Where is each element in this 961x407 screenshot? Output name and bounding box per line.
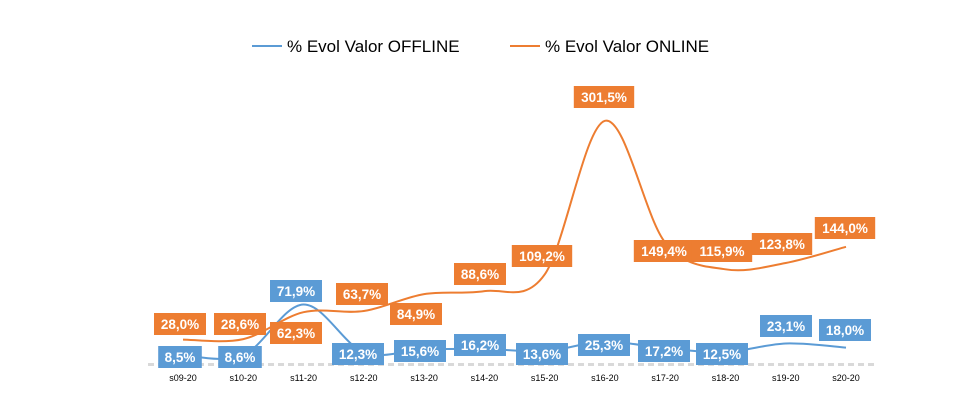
data-label-text: 84,9% xyxy=(397,307,435,322)
data-label-box xyxy=(511,245,573,267)
data-label-text: 71,9% xyxy=(277,284,315,299)
x-axis-ticks: s09-20 s10-20 s11-20 s12-20 s13-20 s14-20 s15-… xyxy=(169,373,860,383)
data-label-box xyxy=(696,343,748,365)
data-label-box xyxy=(218,346,262,368)
data-label-box xyxy=(332,343,384,365)
x-tick-label: s11-20 xyxy=(290,373,317,383)
data-label-text: 123,8% xyxy=(759,237,805,252)
data-label-text: 13,6% xyxy=(523,347,561,362)
data-label-text: 28,0% xyxy=(161,317,199,332)
data-label-text: 63,7% xyxy=(343,287,381,302)
data-label-online: 109,2% xyxy=(511,245,573,267)
data-label-online: 28,6% xyxy=(214,313,266,335)
data-label-offline: 17,2% xyxy=(638,340,690,362)
data-label-offline: 8,5% xyxy=(158,346,202,368)
data-label-text: 15,6% xyxy=(401,344,439,359)
data-label-box xyxy=(638,340,690,362)
data-label-text: 301,5% xyxy=(581,90,627,105)
data-label-online: 149,4% xyxy=(633,240,695,262)
data-label-offline: 8,6% xyxy=(218,346,262,368)
data-label-text: 144,0% xyxy=(822,221,868,236)
data-label-box xyxy=(751,233,813,255)
x-tick-label: s13-20 xyxy=(410,373,438,383)
data-label-box xyxy=(573,86,635,108)
data-label-online: 88,6% xyxy=(454,263,506,285)
x-tick-label: s19-20 xyxy=(772,373,800,383)
legend: % Evol Valor OFFLINE % Evol Valor ONLINE xyxy=(252,37,709,56)
data-label-box xyxy=(760,315,812,337)
legend-label-offline: % Evol Valor OFFLINE xyxy=(287,37,460,56)
x-tick-label: s09-20 xyxy=(169,373,197,383)
data-label-box xyxy=(454,263,506,285)
data-label-box xyxy=(633,240,695,262)
data-label-box xyxy=(691,240,753,262)
x-tick-label: s15-20 xyxy=(531,373,559,383)
legend-item-online[interactable]: % Evol Valor ONLINE xyxy=(510,37,709,56)
legend-label-online: % Evol Valor ONLINE xyxy=(545,37,709,56)
data-label-text: 88,6% xyxy=(461,267,499,282)
data-label-box xyxy=(270,322,322,344)
data-label-text: 62,3% xyxy=(277,326,315,341)
data-label-text: 115,9% xyxy=(699,244,744,259)
data-label-box xyxy=(819,319,871,341)
x-tick-label: s16-20 xyxy=(591,373,619,383)
x-tick-label: s10-20 xyxy=(230,373,258,383)
data-label-text: 12,3% xyxy=(339,347,377,362)
data-label-text: 109,2% xyxy=(519,249,565,264)
data-label-online: 62,3% xyxy=(270,322,322,344)
data-label-box xyxy=(390,303,442,325)
data-label-box xyxy=(814,217,876,239)
data-label-online: 123,8% xyxy=(751,233,813,255)
data-label-offline: 13,6% xyxy=(516,343,568,365)
data-label-online: 301,5% xyxy=(573,86,635,108)
data-labels: 8,5% 8,6% 71,9% 12,3% 15,6% 16,2% 13,6% 25,3% 17… xyxy=(154,86,876,368)
data-label-box xyxy=(394,340,446,362)
data-label-offline: 18,0% xyxy=(819,319,871,341)
line-online xyxy=(182,119,847,343)
data-label-text: 25,3% xyxy=(585,338,623,353)
data-label-offline: 12,3% xyxy=(332,343,384,365)
data-label-offline: 25,3% xyxy=(578,334,630,356)
data-label-text: 18,0% xyxy=(826,323,864,338)
data-label-box xyxy=(158,346,202,368)
data-label-online: 84,9% xyxy=(390,303,442,325)
data-label-text: 28,6% xyxy=(221,317,259,332)
x-tick-label: s12-20 xyxy=(350,373,378,383)
x-tick-label: s18-20 xyxy=(712,373,740,383)
data-label-text: 23,1% xyxy=(767,319,805,334)
x-tick-label: s20-20 xyxy=(832,373,860,383)
x-tick-label: s14-20 xyxy=(471,373,499,383)
data-label-box xyxy=(516,343,568,365)
data-label-offline: 15,6% xyxy=(394,340,446,362)
data-label-offline: 23,1% xyxy=(760,315,812,337)
data-label-offline: 16,2% xyxy=(454,334,506,356)
data-label-offline: 71,9% xyxy=(270,280,322,302)
data-label-box xyxy=(214,313,266,335)
data-label-text: 17,2% xyxy=(645,344,683,359)
data-label-online: 115,9% xyxy=(691,240,753,262)
data-label-box xyxy=(454,334,506,356)
data-label-text: 149,4% xyxy=(641,244,687,259)
data-label-box xyxy=(578,334,630,356)
x-tick-label: s17-20 xyxy=(651,373,679,383)
data-label-box xyxy=(154,313,206,335)
data-label-offline: 12,5% xyxy=(696,343,748,365)
data-label-box xyxy=(270,280,322,302)
data-label-text: 8,6% xyxy=(225,350,256,365)
data-label-text: 16,2% xyxy=(461,338,499,353)
data-label-box xyxy=(336,283,388,305)
data-label-online: 28,0% xyxy=(154,313,206,335)
legend-item-offline[interactable]: % Evol Valor OFFLINE xyxy=(252,37,460,56)
data-label-online: 144,0% xyxy=(814,217,876,239)
data-label-online: 63,7% xyxy=(336,283,388,305)
data-label-text: 8,5% xyxy=(165,350,196,365)
data-label-text: 12,5% xyxy=(703,347,741,362)
